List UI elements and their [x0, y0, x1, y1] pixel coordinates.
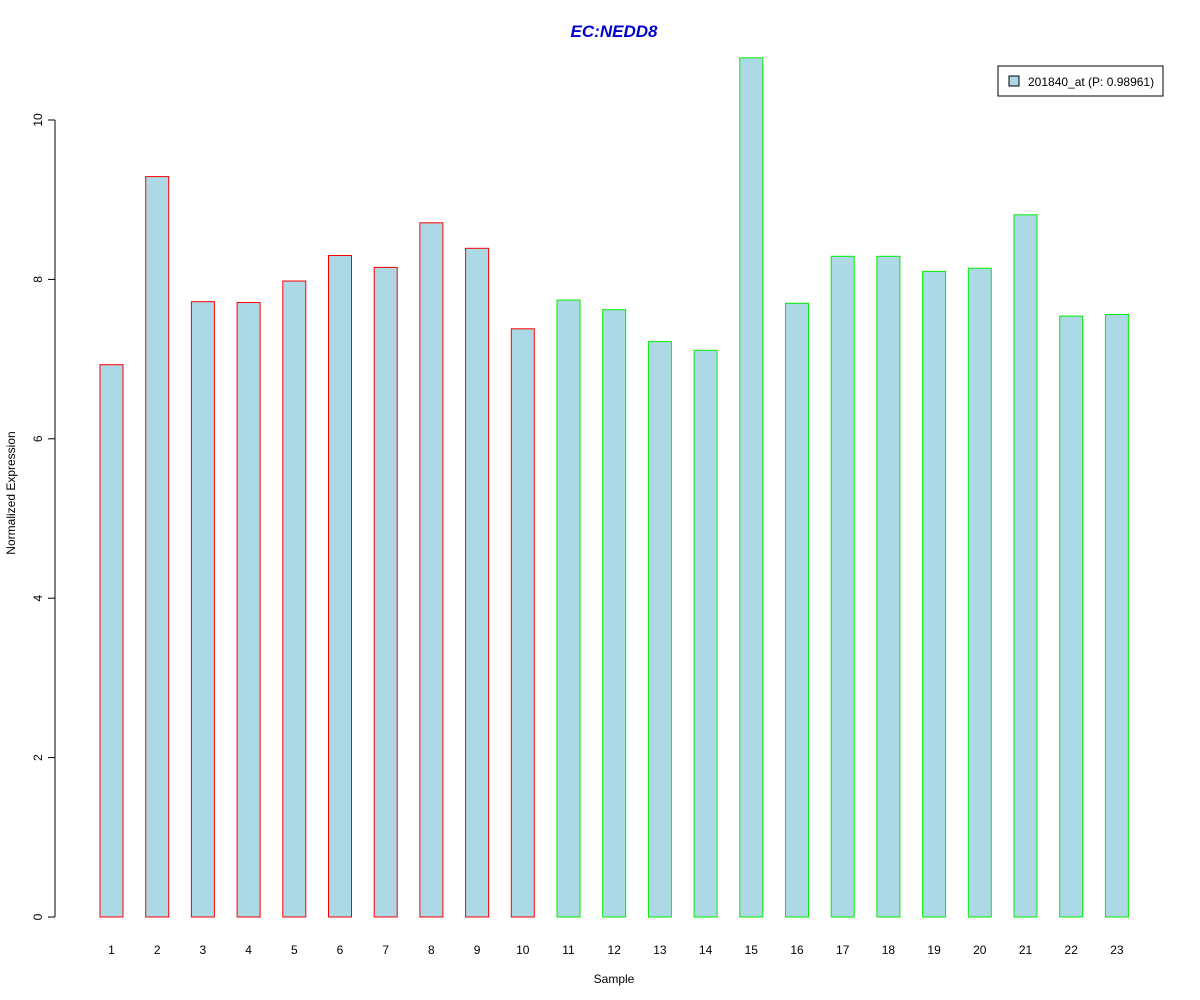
legend: 201840_at (P: 0.98961) [997, 65, 1164, 97]
legend-box [997, 65, 1164, 97]
bar-sample-10 [510, 328, 535, 918]
bar-sample-5 [282, 280, 307, 918]
legend-label: 201840_at (P: 0.98961) [1028, 75, 1154, 89]
x-tick-label: 21 [1019, 943, 1033, 957]
x-tick-label: 7 [382, 943, 389, 957]
bar-sample-19 [922, 270, 947, 918]
bars [99, 57, 1129, 918]
bar-sample-20 [967, 267, 992, 918]
bar-sample-4 [236, 302, 261, 918]
x-tick-label: 12 [608, 943, 622, 957]
x-tick-label: 6 [337, 943, 344, 957]
bar-sample-9 [465, 247, 490, 918]
bar-sample-18 [876, 255, 901, 918]
bar-sample-11 [556, 299, 581, 918]
bar-sample-23 [1104, 314, 1129, 918]
bar-sample-3 [190, 301, 215, 918]
x-tick-label: 3 [200, 943, 207, 957]
bar-sample-2 [145, 176, 170, 918]
x-tick-label: 4 [245, 943, 252, 957]
bar-sample-14 [693, 349, 718, 918]
bar-sample-1 [99, 364, 124, 918]
x-tick-label: 22 [1065, 943, 1079, 957]
x-tick-label: 10 [516, 943, 530, 957]
x-tick-label: 15 [745, 943, 759, 957]
bar-sample-22 [1059, 315, 1084, 918]
chart-title: EC:NEDD8 [571, 22, 658, 41]
bar-sample-8 [419, 222, 444, 918]
y-tick-label: 2 [31, 754, 45, 761]
bar-sample-12 [602, 309, 627, 918]
x-tick-label: 17 [836, 943, 850, 957]
x-tick-label: 1 [108, 943, 115, 957]
y-tick-label: 8 [31, 276, 45, 283]
x-tick-label: 19 [927, 943, 941, 957]
bar-sample-7 [373, 266, 398, 918]
y-tick-label: 6 [31, 435, 45, 442]
y-tick-label: 4 [31, 595, 45, 602]
x-tick-label: 9 [474, 943, 481, 957]
x-tick-label: 8 [428, 943, 435, 957]
bar-sample-17 [830, 255, 855, 918]
bar-sample-16 [785, 302, 809, 918]
x-tick-label: 5 [291, 943, 298, 957]
y-tick-label: 10 [31, 113, 45, 127]
bar-sample-21 [1013, 214, 1038, 918]
y-axis: 0 2 4 6 8 10 [31, 113, 56, 920]
x-tick-label: 16 [790, 943, 804, 957]
y-tick-label: 0 [31, 913, 45, 920]
x-tick-label: 13 [653, 943, 667, 957]
x-tick-label: 18 [882, 943, 896, 957]
bar-sample-13 [647, 341, 672, 918]
bar-sample-6 [328, 255, 352, 918]
bar-sample-15 [739, 57, 764, 918]
x-tick-labels: 1 2 3 4 5 6 7 8 9 10 11 12 13 14 15 16 17 18 19 20 21 22 23 [108, 943, 1124, 957]
legend-swatch [1008, 75, 1020, 87]
x-tick-label: 2 [154, 943, 161, 957]
x-axis-label: Sample [594, 972, 635, 986]
y-axis-label: Normalized Expression [4, 431, 18, 554]
x-tick-label: 14 [699, 943, 713, 957]
x-tick-label: 20 [973, 943, 987, 957]
x-tick-label: 23 [1110, 943, 1124, 957]
x-tick-label: 11 [562, 943, 575, 957]
